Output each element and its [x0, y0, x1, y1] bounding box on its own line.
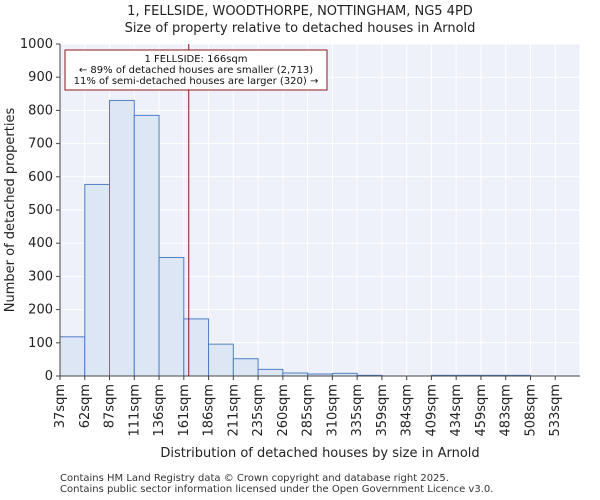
y-tick-label: 900: [28, 70, 53, 85]
x-tick-label: 459sqm: [474, 384, 489, 437]
histogram-bar: [208, 343, 234, 377]
histogram-bar: [84, 183, 111, 377]
histogram-bar: [109, 99, 135, 377]
x-tick-label: 87sqm: [103, 384, 118, 428]
annotation-box: [64, 49, 328, 91]
x-tick-label: 111sqm: [127, 384, 142, 437]
y-tick-label: 100: [28, 336, 53, 351]
title-line-2: Size of property relative to detached ho…: [124, 21, 476, 36]
y-tick-label: 0: [45, 369, 53, 384]
x-tick-label: 335sqm: [350, 384, 365, 437]
x-tick-label: 533sqm: [548, 384, 563, 437]
footer-line-1: Contains HM Land Registry data © Crown c…: [60, 473, 449, 484]
x-tick-label: 508sqm: [523, 384, 538, 437]
x-tick-label: 136sqm: [152, 384, 167, 437]
x-tick-label: 359sqm: [375, 384, 390, 437]
x-tick-label: 384sqm: [400, 384, 415, 437]
x-tick-label: 260sqm: [276, 384, 291, 437]
x-tick-label: 409sqm: [424, 384, 439, 437]
annotation-title: 1 FELLSIDE: 166sqm: [144, 54, 247, 65]
x-tick-label: 37sqm: [53, 384, 68, 428]
x-axis-title: Distribution of detached houses by size …: [160, 446, 479, 461]
y-tick-label: 400: [28, 236, 53, 251]
histogram-bar: [133, 114, 160, 377]
histogram-bar: [59, 336, 86, 377]
histogram-bar: [232, 358, 259, 377]
x-tick-label: 235sqm: [251, 384, 266, 437]
histogram-bar: [158, 256, 185, 377]
histogram-bar: [257, 368, 284, 377]
y-tick-label: 600: [28, 170, 53, 185]
y-tick-label: 700: [28, 137, 53, 152]
footer-line-2: Contains public sector information licen…: [60, 484, 494, 495]
histogram-bar: [183, 318, 210, 377]
x-tick-label: 161sqm: [177, 384, 192, 437]
y-tick-label: 500: [28, 203, 53, 218]
annotation-smaller: ← 89% of detached houses are smaller (2,…: [79, 65, 313, 76]
chart-title: 1, FELLSIDE, WOODTHORPE, NOTTINGHAM, NG5…: [0, 3, 600, 37]
y-axis-title: Number of detached properties: [3, 108, 18, 313]
y-tick-label: 1000: [20, 37, 53, 52]
x-tick-label: 434sqm: [449, 384, 464, 437]
title-line-1: 1, FELLSIDE, WOODTHORPE, NOTTINGHAM, NG5…: [127, 4, 473, 19]
x-tick-label: 483sqm: [499, 384, 514, 437]
x-tick-label: 62sqm: [78, 384, 93, 428]
y-tick-label: 800: [28, 103, 53, 118]
x-tick-label: 310sqm: [325, 384, 340, 437]
y-tick-label: 300: [28, 269, 53, 284]
x-tick-label: 285sqm: [301, 384, 316, 437]
attribution-footer: Contains HM Land Registry data © Crown c…: [60, 473, 493, 495]
x-tick-label: 186sqm: [202, 384, 217, 437]
x-tick-label: 211sqm: [226, 384, 241, 437]
annotation-larger: 11% of semi-detached houses are larger (…: [74, 76, 319, 87]
y-tick-label: 200: [28, 303, 53, 318]
